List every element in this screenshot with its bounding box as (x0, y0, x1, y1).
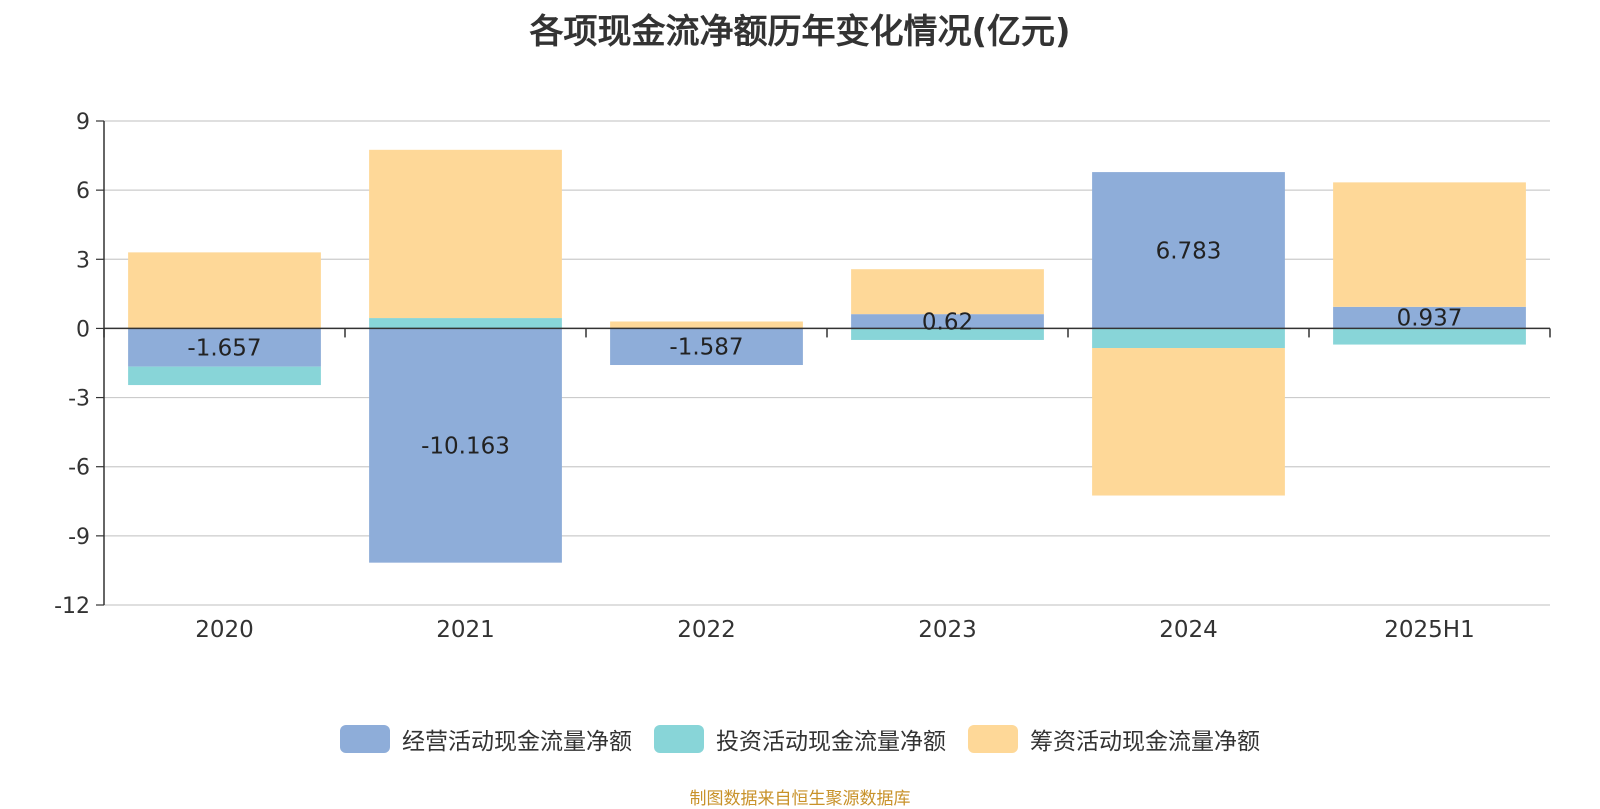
bar-2022-series-2 (610, 321, 803, 329)
bar-2024-series-1 (1092, 328, 1285, 349)
legend-label-operating: 经营活动现金流量净额 (402, 729, 632, 755)
y-tick-label: -3 (68, 387, 90, 412)
y-tick-label: -9 (68, 525, 90, 550)
bar-2022-series-0 (610, 328, 803, 366)
x-tick-label: 2020 (195, 617, 254, 643)
data-label: -1.587 (669, 335, 743, 361)
legend-item-investing[interactable]: 投资活动现金流量净额 (654, 722, 946, 756)
bar-2021-series-1 (369, 318, 562, 329)
bar-2021-series-2 (369, 149, 562, 319)
legend-item-operating[interactable]: 经营活动现金流量净额 (340, 722, 632, 756)
data-label: -1.657 (187, 336, 261, 362)
axes: 9 6 3 0 -3 -6 -9 -12 2020 2021 2022 2023 2024 2025H1 (54, 110, 1551, 643)
source-note: 制图数据来自恒生聚源数据库 (689, 789, 911, 809)
legend-swatch-financing (968, 725, 1018, 753)
bar-2023-series-1 (851, 328, 1044, 340)
x-tick-label: 2021 (436, 617, 495, 643)
x-tick-label: 2023 (918, 617, 977, 643)
bar-2021-series-0 (369, 328, 562, 563)
chart-title: 各项现金流净额历年变化情况(亿元) (529, 12, 1071, 52)
data-label: 0.62 (922, 309, 973, 335)
y-tick-label: -12 (54, 594, 90, 619)
data-label: -10.163 (421, 434, 510, 460)
legend-swatch-investing (654, 725, 704, 753)
bar-2023-series-2 (851, 269, 1044, 315)
bar-2020-series-1 (128, 366, 321, 386)
bar-2020-series-0 (128, 328, 321, 367)
y-tick-label: -6 (68, 456, 90, 481)
data-label: 6.783 (1156, 238, 1222, 264)
legend-item-financing[interactable]: 筹资活动现金流量净额 (968, 722, 1260, 756)
x-tick-label: 2025H1 (1384, 617, 1474, 643)
data-label: 0.937 (1397, 306, 1463, 332)
legend: 经营活动现金流量净额 投资活动现金流量净额 筹资活动现金流量净额 (0, 722, 1600, 756)
bar-2024-series-2 (1092, 348, 1285, 496)
bar-2025H1-series-2 (1333, 182, 1526, 307)
grid-lines (104, 120, 1550, 606)
legend-swatch-operating (340, 725, 390, 753)
bar-2025H1-series-1 (1333, 328, 1526, 345)
y-tick-label: 9 (76, 110, 90, 135)
bar-2025H1-series-0 (1333, 306, 1526, 329)
legend-label-financing: 筹资活动现金流量净额 (1030, 729, 1260, 755)
legend-label-investing: 投资活动现金流量净额 (716, 729, 946, 755)
y-tick-label: 6 (76, 179, 90, 204)
data-labels: -1.657 -10.163 -1.587 0.62 6.783 0.937 (187, 238, 1462, 459)
y-tick-label: 0 (76, 317, 90, 342)
bar-2024-series-0 (1092, 172, 1285, 329)
x-tick-label: 2024 (1159, 617, 1218, 643)
bar-2020-series-2 (128, 252, 321, 329)
y-tick-label: 3 (76, 248, 90, 273)
x-tick-label: 2022 (677, 617, 736, 643)
bars (128, 149, 1526, 563)
bar-2023-series-0 (851, 314, 1044, 329)
